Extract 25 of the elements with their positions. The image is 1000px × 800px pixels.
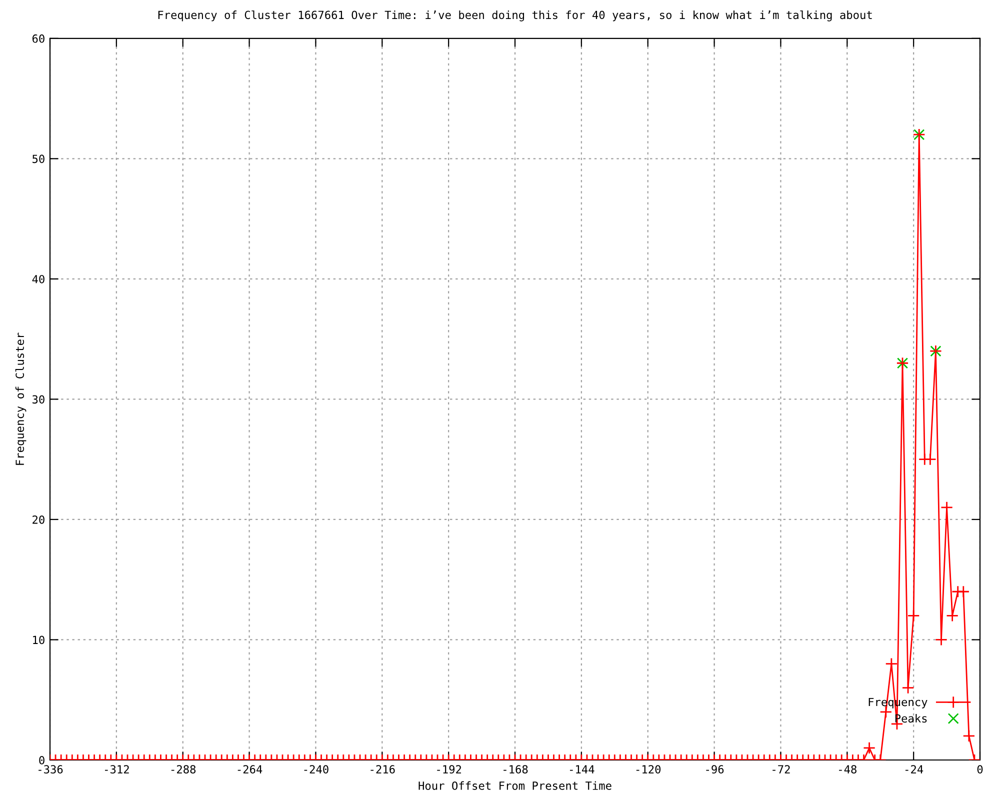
y-tick-label: 30 [32, 395, 44, 404]
x-tick-label: -336 [38, 765, 63, 774]
y-tick-label: 0 [39, 756, 44, 764]
x-tick-label: -168 [504, 765, 528, 774]
y-tick-label: 20 [32, 515, 44, 524]
x-tick-label: -264 [238, 765, 262, 774]
y-axis-title: Frequency of Cluster [15, 332, 26, 465]
x-tick-label: -192 [437, 765, 462, 774]
y-tick-label: 60 [32, 34, 44, 43]
x-tick-label: -48 [839, 765, 856, 774]
x-tick-label: -24 [905, 765, 924, 774]
x-tick-label: -72 [772, 765, 790, 774]
x-tick-label: -144 [570, 765, 594, 774]
y-tick-label: 10 [33, 636, 44, 644]
chart-title: Frequency of Cluster 1667661 Over Time: i’ve been doing this for 40 years, so i know what i’m talking about [158, 10, 872, 22]
x-tick-label: -312 [104, 765, 129, 774]
x-axis-title: Hour Offset From Present Time [418, 781, 612, 790]
x-tick-label: -96 [706, 765, 724, 774]
y-tick-label: 50 [32, 154, 44, 164]
x-tick-label: -120 [636, 765, 661, 774]
y-tick-label: 40 [32, 274, 44, 284]
x-tick-label: 0 [977, 765, 983, 774]
x-tick-label: -288 [171, 765, 196, 774]
x-tick-label: -240 [304, 765, 328, 774]
x-tick-label: -216 [370, 765, 395, 774]
